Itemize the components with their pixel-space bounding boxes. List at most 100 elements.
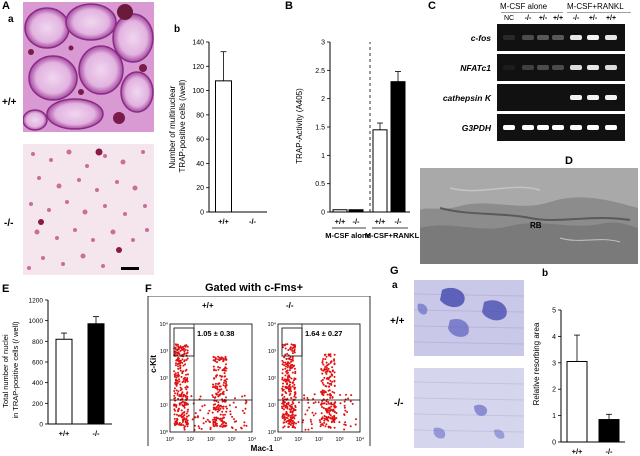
flow-event [216, 374, 218, 377]
chart-a-b-ytick-label: 100 [192, 88, 204, 95]
panel-a-sub-a: a [8, 14, 14, 25]
flow-event [217, 407, 220, 410]
flow-event [243, 412, 246, 415]
flow-event [287, 415, 290, 417]
flow-event [288, 385, 291, 388]
flow-event [191, 418, 194, 421]
flow-event [182, 345, 185, 348]
flow-event [321, 378, 324, 381]
flow-event [201, 405, 204, 408]
flow-xlabel: Mac-1 [251, 444, 274, 453]
flow-event [181, 412, 184, 415]
flow-event [284, 386, 287, 388]
chart-b-ytick-label: 0 [321, 210, 325, 217]
flow-event [290, 405, 293, 408]
flow-event [206, 418, 209, 421]
chart-g-b-ytick-label: 4 [552, 334, 556, 341]
flow-event [292, 423, 295, 426]
flow-event [215, 417, 218, 420]
flow-event [293, 395, 296, 398]
flow-event [289, 419, 292, 422]
flow-event [333, 401, 336, 404]
flow-event [330, 408, 333, 411]
flow-event [175, 384, 178, 387]
flow-event [213, 416, 216, 419]
gel-band [605, 65, 617, 70]
flow-event [180, 392, 183, 395]
flow-event [320, 380, 323, 382]
flow-event [177, 371, 180, 374]
flow-event [185, 388, 188, 391]
flow-event [225, 378, 228, 381]
flow-event [178, 374, 180, 377]
flow-event [175, 348, 177, 351]
flow-event [292, 381, 295, 384]
flow-event [321, 360, 324, 363]
flow-event [177, 397, 180, 400]
flow-event [231, 415, 234, 418]
flow-event [319, 421, 322, 424]
flow-event [186, 349, 189, 352]
flow-event [186, 391, 189, 394]
flow-event [224, 384, 227, 387]
flow-event [217, 391, 220, 394]
gel-band [587, 125, 599, 130]
flow-gate-box [173, 327, 195, 357]
panel-a-row-top: +/+ [2, 97, 17, 108]
flow-event [217, 395, 220, 398]
flow-event [324, 358, 327, 361]
flow-event [175, 404, 178, 407]
flow-event [333, 419, 336, 422]
flow-event [333, 415, 336, 417]
flow-event [212, 418, 214, 421]
flow-event [179, 349, 182, 352]
flow-event [329, 375, 332, 378]
flow-event [222, 405, 225, 408]
flow-event [332, 417, 335, 420]
flow-event [184, 395, 187, 398]
flow-event [293, 367, 296, 370]
flow-event [216, 410, 219, 413]
flow-event [173, 390, 176, 392]
flow-event [321, 381, 324, 384]
flow-event [212, 356, 215, 358]
flow-event [291, 426, 294, 429]
flow-event [321, 372, 324, 375]
flow-event [326, 382, 329, 384]
flow-event [221, 410, 224, 413]
flow-event [180, 388, 183, 390]
flow-event [339, 394, 342, 396]
flow-event [328, 385, 330, 388]
flow-event [329, 414, 332, 417]
flow-event [291, 410, 294, 413]
flow-event [327, 367, 330, 370]
gel-band [503, 65, 515, 70]
flow-event [291, 358, 294, 360]
flow-event [184, 369, 187, 372]
flow-event [328, 353, 331, 356]
flow-event [184, 348, 187, 351]
flow-event [333, 421, 336, 424]
chart-a-b-ytick-label: 120 [192, 64, 204, 71]
flow-event [177, 367, 180, 370]
flow-event [220, 375, 223, 378]
flow-event [176, 382, 179, 385]
flow-event [328, 370, 331, 373]
flow-event [176, 358, 179, 360]
flow-event [290, 422, 293, 425]
flow-event [222, 358, 225, 361]
flow-event [173, 413, 176, 416]
flow-event [177, 390, 180, 393]
flow-event [330, 421, 333, 424]
flow-event [174, 352, 177, 355]
flow-event [207, 412, 210, 415]
flow-event [228, 404, 231, 407]
flow-event [199, 395, 202, 398]
flow-event [294, 372, 297, 375]
flow-event [214, 358, 217, 361]
flow-event [333, 353, 336, 356]
flow-event [215, 424, 218, 427]
flow-event [282, 361, 285, 364]
flow-event [233, 418, 235, 421]
flow-event [223, 367, 226, 370]
